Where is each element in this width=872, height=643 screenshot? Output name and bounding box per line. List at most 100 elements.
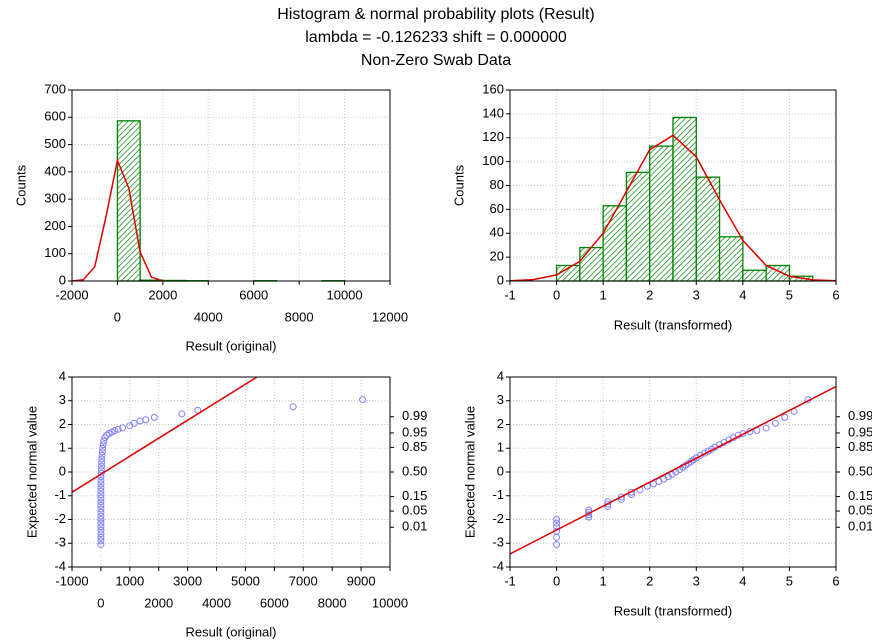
x-tick-label: 1: [600, 287, 607, 302]
y-tick-label: 20: [490, 249, 504, 264]
fit-line: [72, 157, 164, 281]
point: [97, 466, 105, 474]
x-tick-label: 4: [739, 287, 746, 302]
y-tick-label: 100: [482, 153, 504, 168]
fit-line: [510, 385, 836, 555]
point: [97, 540, 105, 548]
point: [97, 523, 105, 531]
y-tick-label: 40: [490, 225, 504, 240]
point: [100, 437, 108, 445]
point: [150, 413, 158, 421]
y-tick-label: 60: [490, 201, 504, 216]
bar: [742, 269, 767, 282]
y-axis-label: Counts: [13, 164, 28, 206]
x-tick-label: 1000: [115, 573, 144, 588]
point: [97, 505, 105, 513]
point: [97, 491, 105, 499]
x-tick-label: 7000: [289, 573, 318, 588]
y2-tick-label: 0.99: [848, 408, 872, 423]
y-tick-label: 0: [497, 463, 504, 478]
y2-tick-label: 0.50: [402, 463, 427, 478]
x-tick-label: 2000: [148, 287, 177, 302]
point: [687, 458, 695, 466]
x-tick-label: 0: [553, 573, 560, 588]
point: [97, 516, 105, 523]
y-tick-label: -4: [54, 558, 66, 573]
subtitle: Non-Zero Swab Data: [361, 52, 511, 69]
plot-frame: [509, 89, 837, 282]
x-tick-label: 6: [832, 573, 839, 588]
x-tick-label: 3: [693, 287, 700, 302]
y2-tick-label: 0.95: [848, 424, 872, 439]
point: [97, 469, 105, 477]
bar: [579, 246, 604, 282]
x-tick-label: 8000: [285, 309, 314, 324]
x-tick-label: 6000: [260, 595, 289, 610]
x-tick-label: 5000: [231, 573, 260, 588]
point: [97, 483, 105, 491]
x-tick-label: 4000: [194, 309, 223, 324]
point: [98, 448, 106, 456]
x-tick-label: 6000: [239, 287, 268, 302]
plot-frame: [509, 376, 837, 568]
y-tick-label: 0: [59, 463, 66, 478]
x-tick-label: -1: [504, 287, 516, 302]
y-tick-label: 3: [497, 392, 504, 407]
fit-line: [72, 377, 258, 493]
point: [359, 396, 367, 404]
point: [99, 444, 107, 452]
point: [762, 424, 770, 432]
x-tick-label: 0: [553, 287, 560, 302]
x-tick-label: 3000: [173, 573, 202, 588]
y2-tick-label: 0.05: [848, 503, 872, 518]
y-tick-label: -1: [54, 487, 66, 502]
x-tick-label: -1: [504, 573, 516, 588]
point: [99, 441, 107, 449]
y-tick-label: 400: [44, 163, 66, 178]
y-tick-label: -2: [54, 511, 66, 526]
x-tick-label: 5: [786, 287, 793, 302]
x-tick-label: 10000: [326, 287, 362, 302]
point: [119, 424, 127, 432]
point: [97, 487, 105, 495]
point: [289, 403, 297, 411]
point: [553, 516, 561, 523]
y-tick-label: 80: [490, 177, 504, 192]
x-tick-label: 2000: [144, 595, 173, 610]
x-tick-label: 1: [600, 573, 607, 588]
y-tick-label: 1: [59, 440, 66, 455]
y-tick-label: 100: [44, 245, 66, 260]
x-tick-label: -2000: [55, 287, 88, 302]
point: [142, 416, 150, 424]
point: [628, 488, 636, 496]
point: [97, 519, 105, 527]
y-tick-label: -3: [492, 535, 504, 550]
point: [604, 500, 612, 508]
point: [97, 530, 105, 538]
y-axis-label: Expected normal value: [24, 406, 39, 538]
bar: [602, 205, 628, 282]
x-axis-label: Result (original): [185, 338, 276, 353]
x-tick-label: 12000: [372, 309, 408, 324]
x-tick-label: 4: [739, 573, 746, 588]
y-tick-label: 120: [482, 129, 504, 144]
point: [98, 451, 106, 459]
y-axis-label: Expected normal value: [462, 406, 477, 538]
x-tick-label: 2: [646, 573, 653, 588]
y2-tick-label: 0.15: [848, 488, 872, 503]
y-tick-label: -3: [54, 535, 66, 550]
plot-frame: [71, 376, 391, 568]
point: [617, 493, 625, 501]
fit-line: [510, 134, 836, 281]
y2-tick-label: 0.85: [848, 439, 872, 454]
point: [97, 480, 105, 488]
x-tick-label: 9000: [347, 573, 376, 588]
point: [553, 519, 561, 527]
point: [781, 413, 789, 421]
y-tick-label: 140: [482, 105, 504, 120]
x-tick-label: 6: [832, 287, 839, 302]
x-tick-label: -1000: [55, 573, 88, 588]
point: [97, 476, 105, 484]
y-tick-label: 0: [497, 272, 504, 287]
x-axis-label: Result (transformed): [614, 317, 732, 332]
